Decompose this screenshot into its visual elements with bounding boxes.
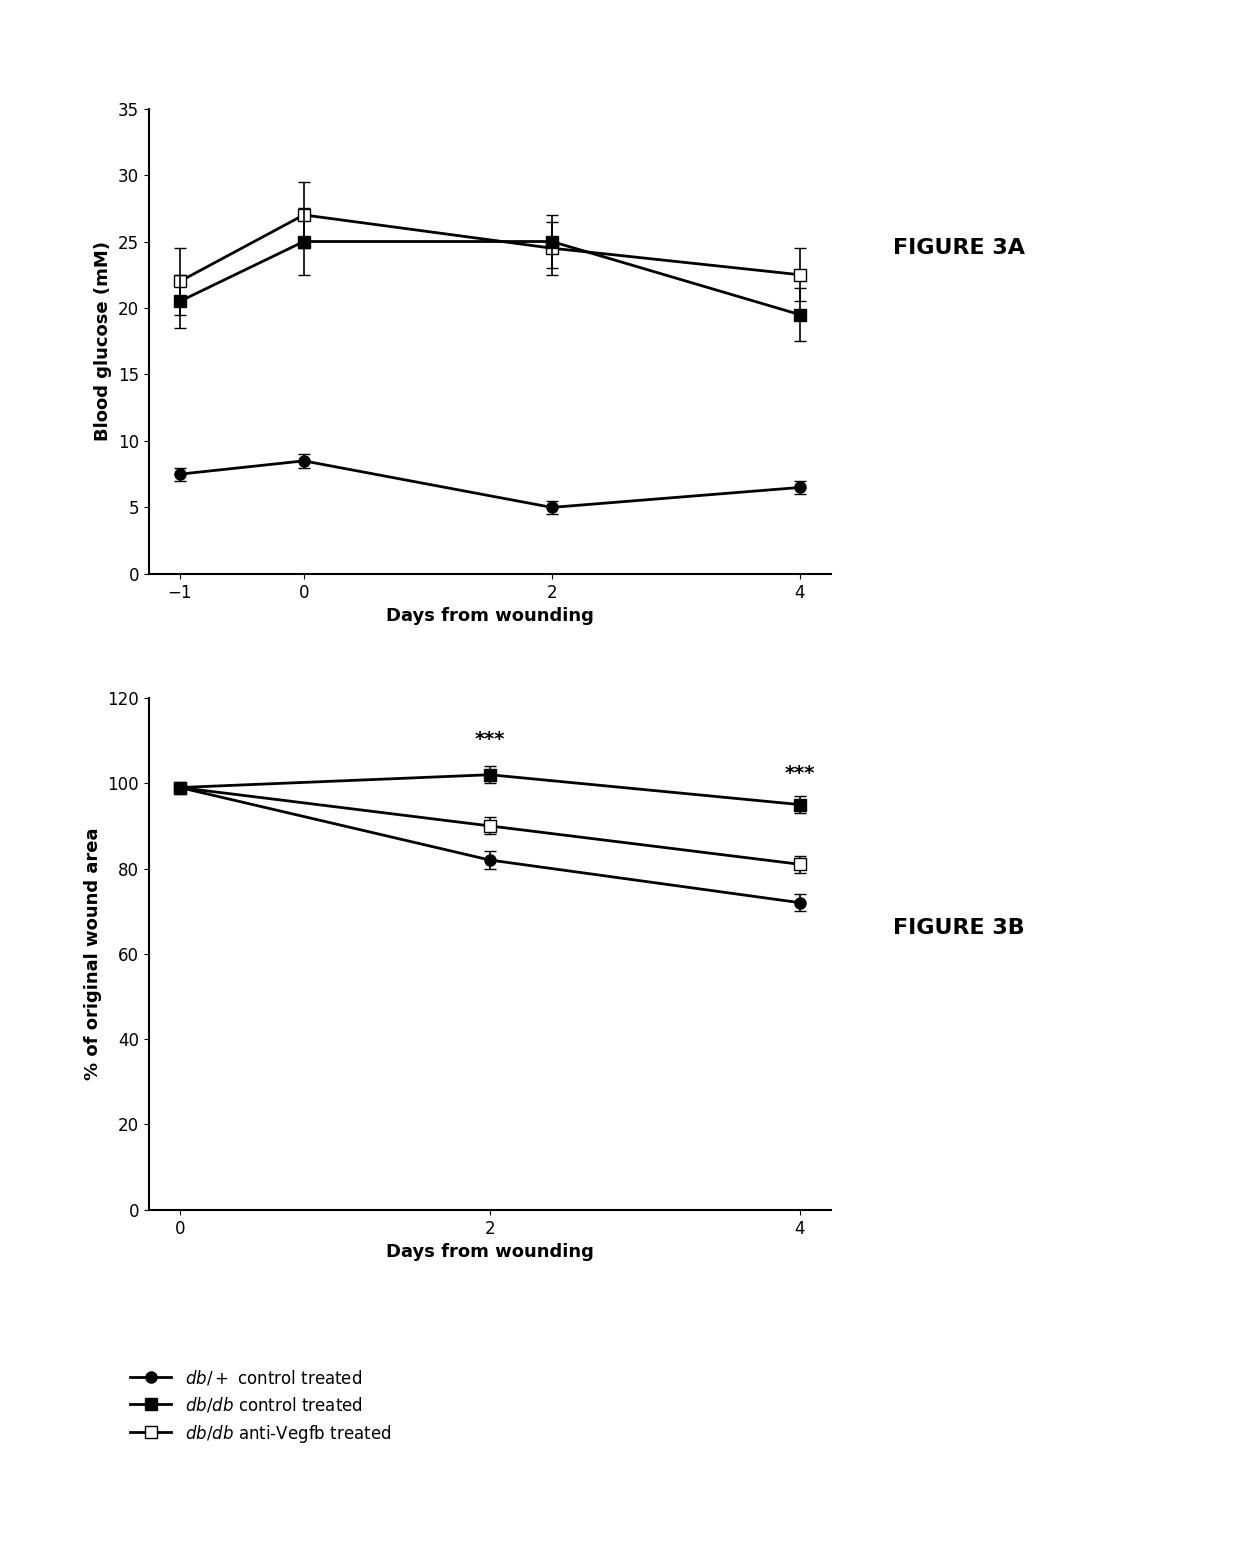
X-axis label: Days from wounding: Days from wounding bbox=[386, 1242, 594, 1261]
Text: ***: *** bbox=[475, 731, 505, 749]
Text: ***: *** bbox=[785, 765, 815, 783]
Y-axis label: % of original wound area: % of original wound area bbox=[84, 828, 102, 1079]
Y-axis label: Blood glucose (mM): Blood glucose (mM) bbox=[94, 242, 113, 440]
Text: FIGURE 3B: FIGURE 3B bbox=[893, 918, 1024, 938]
Legend: $db/+$ control treated, $db/db$ control treated, $db/db$ anti-Vegfb treated: $db/+$ control treated, $db/db$ control … bbox=[123, 1362, 398, 1452]
X-axis label: Days from wounding: Days from wounding bbox=[386, 606, 594, 625]
Text: FIGURE 3A: FIGURE 3A bbox=[893, 239, 1024, 257]
